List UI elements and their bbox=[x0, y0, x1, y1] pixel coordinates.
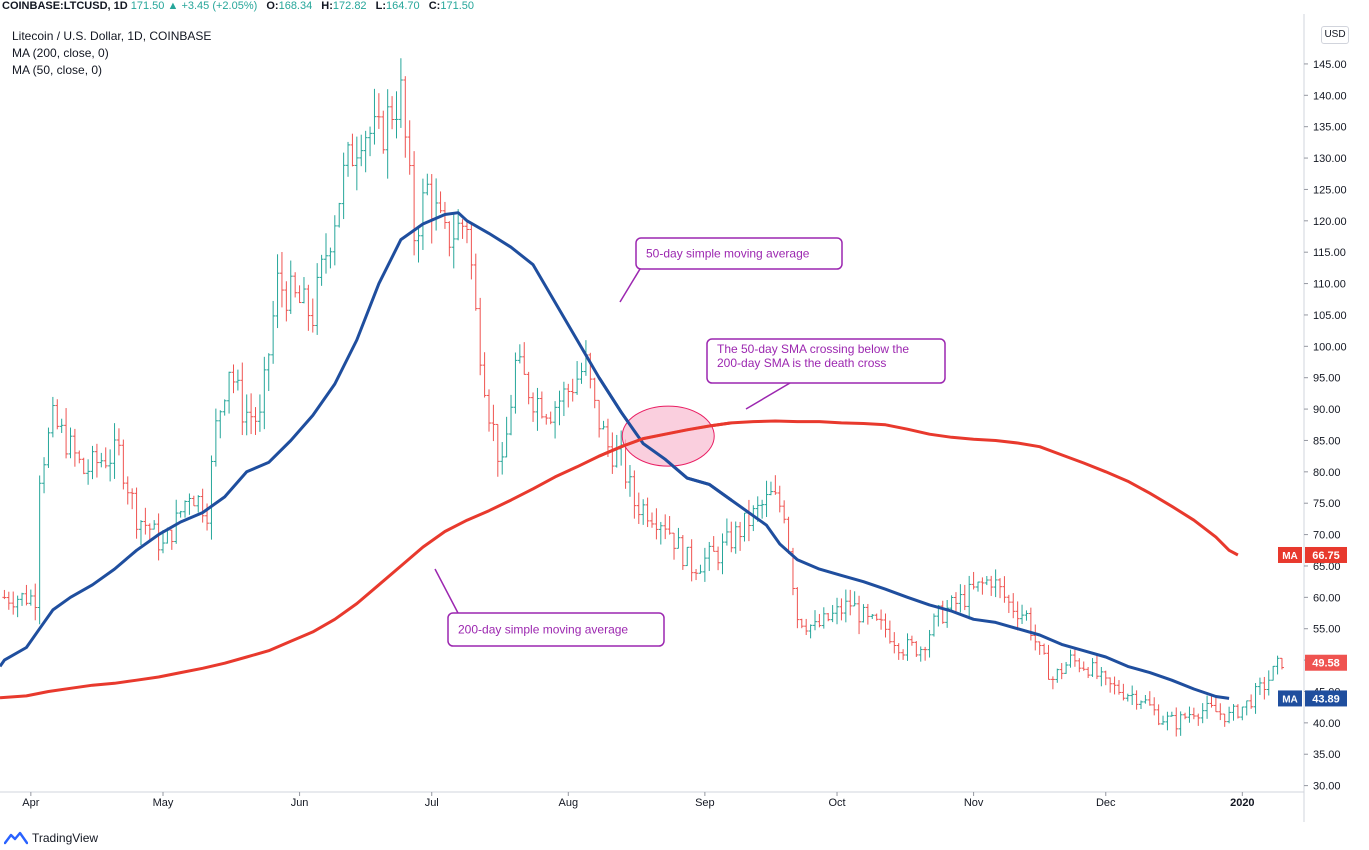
low-label: L: bbox=[375, 0, 387, 12]
chart-legend: Litecoin / U.S. Dollar, 1D, COINBASE MA … bbox=[12, 28, 211, 79]
callout-ma200-box bbox=[447, 612, 665, 647]
x-tick-label: Jul bbox=[425, 797, 439, 809]
x-tick-label: Nov bbox=[964, 797, 984, 809]
open-value: 168.34 bbox=[278, 0, 313, 12]
ma200-line-overlay bbox=[598, 421, 732, 458]
callout-death-cross-text: 200-day SMA is the death cross bbox=[717, 356, 886, 370]
last-price: 171.50 bbox=[130, 0, 165, 12]
callout-ma200-text: 200-day simple moving average bbox=[458, 623, 628, 637]
y-tick-label: 130.00 bbox=[1313, 153, 1347, 165]
y-tick-label: 35.00 bbox=[1313, 749, 1341, 761]
ma50-ma-tag bbox=[1278, 690, 1302, 707]
y-tick-label: 100.00 bbox=[1313, 341, 1347, 353]
x-tick-label: Apr bbox=[22, 797, 39, 809]
y-tick-label: 95.00 bbox=[1313, 373, 1341, 385]
callout-ma200-pointer bbox=[434, 568, 459, 614]
y-tick-label: 90.00 bbox=[1313, 404, 1341, 416]
high-label: H: bbox=[321, 0, 333, 12]
y-tick-label: 60.00 bbox=[1313, 592, 1341, 604]
ma50-line-overlay bbox=[597, 376, 733, 502]
x-tick-label: 2020 bbox=[1230, 797, 1254, 809]
price-change: +3.45 (+2.05%) bbox=[181, 0, 258, 12]
change-arrow-icon: ▲ bbox=[167, 0, 179, 12]
ma50-price-tag-text: 43.89 bbox=[1312, 693, 1340, 705]
y-tick-label: 40.00 bbox=[1313, 718, 1341, 730]
y-tick-label: 70.00 bbox=[1313, 530, 1341, 542]
last-price-price-tag bbox=[1305, 654, 1347, 671]
y-tick-label: 30.00 bbox=[1313, 781, 1341, 793]
footer: TradingView bbox=[4, 826, 98, 850]
y-tick-label: 120.00 bbox=[1313, 216, 1347, 228]
callout-death-cross-pointer bbox=[745, 382, 791, 410]
ma50-price-tag bbox=[1305, 690, 1347, 707]
y-tick-label: 135.00 bbox=[1313, 122, 1347, 134]
y-tick-label: 145.00 bbox=[1313, 59, 1347, 71]
callout-ma50-text: 50-day simple moving average bbox=[646, 247, 810, 261]
callout-death-cross-box bbox=[706, 338, 946, 384]
callout-ma50-pointer bbox=[619, 268, 641, 303]
currency-button[interactable]: USD bbox=[1321, 26, 1349, 44]
open-label: O: bbox=[266, 0, 279, 12]
legend-title[interactable]: Litecoin / U.S. Dollar, 1D, COINBASE bbox=[12, 29, 212, 43]
x-tick-label: Jun bbox=[291, 797, 309, 809]
death-cross-highlight bbox=[621, 405, 715, 467]
ma200-price-tag bbox=[1305, 546, 1347, 563]
close-value: 171.50 bbox=[440, 0, 474, 12]
ma200-ma-tag-text: MA bbox=[1282, 551, 1298, 562]
y-tick-label: 110.00 bbox=[1313, 279, 1346, 291]
symbol-header: COINBASE:LTCUSD, 1D 171.50 ▲ +3.45 (+2.0… bbox=[0, 0, 1369, 14]
callout-ma50-box bbox=[635, 237, 843, 270]
y-tick-label: 115.00 bbox=[1313, 247, 1346, 259]
x-tick-label: Aug bbox=[559, 797, 579, 809]
tradingview-logo-icon bbox=[4, 831, 28, 845]
legend-ma50[interactable]: MA (50, close, 0) bbox=[12, 63, 103, 77]
y-tick-label: 55.00 bbox=[1313, 624, 1341, 636]
close-label: C: bbox=[428, 0, 441, 12]
x-tick-label: Sep bbox=[695, 797, 715, 809]
ma200-price-tag-text: 66.75 bbox=[1312, 550, 1340, 562]
legend-ma200[interactable]: MA (200, close, 0) bbox=[12, 46, 109, 60]
y-tick-label: 125.00 bbox=[1313, 184, 1347, 196]
y-tick-label: 75.00 bbox=[1313, 498, 1341, 510]
last-price-price-tag-text: 49.58 bbox=[1312, 658, 1340, 670]
low-value: 164.70 bbox=[386, 0, 420, 12]
symbol-label[interactable]: COINBASE:LTCUSD, 1D bbox=[2, 0, 128, 12]
ma50-ma-tag-text: MA bbox=[1282, 694, 1298, 705]
x-tick-label: May bbox=[153, 797, 174, 809]
y-tick-label: 105.00 bbox=[1313, 310, 1347, 322]
y-tick-label: 85.00 bbox=[1313, 435, 1341, 447]
price-bars bbox=[2, 58, 1284, 737]
callout-death-cross-text: The 50-day SMA crossing below the bbox=[717, 342, 909, 356]
y-tick-label: 80.00 bbox=[1313, 467, 1341, 479]
y-tick-label: 65.00 bbox=[1313, 561, 1341, 573]
ma200-line bbox=[0, 419, 1239, 700]
y-tick-label: 140.00 bbox=[1313, 90, 1347, 102]
tradingview-brand[interactable]: TradingView bbox=[32, 831, 99, 845]
high-value: 172.82 bbox=[332, 0, 367, 12]
x-tick-label: Dec bbox=[1096, 797, 1116, 809]
ma200-ma-tag bbox=[1278, 546, 1302, 563]
x-tick-label: Oct bbox=[828, 797, 845, 809]
